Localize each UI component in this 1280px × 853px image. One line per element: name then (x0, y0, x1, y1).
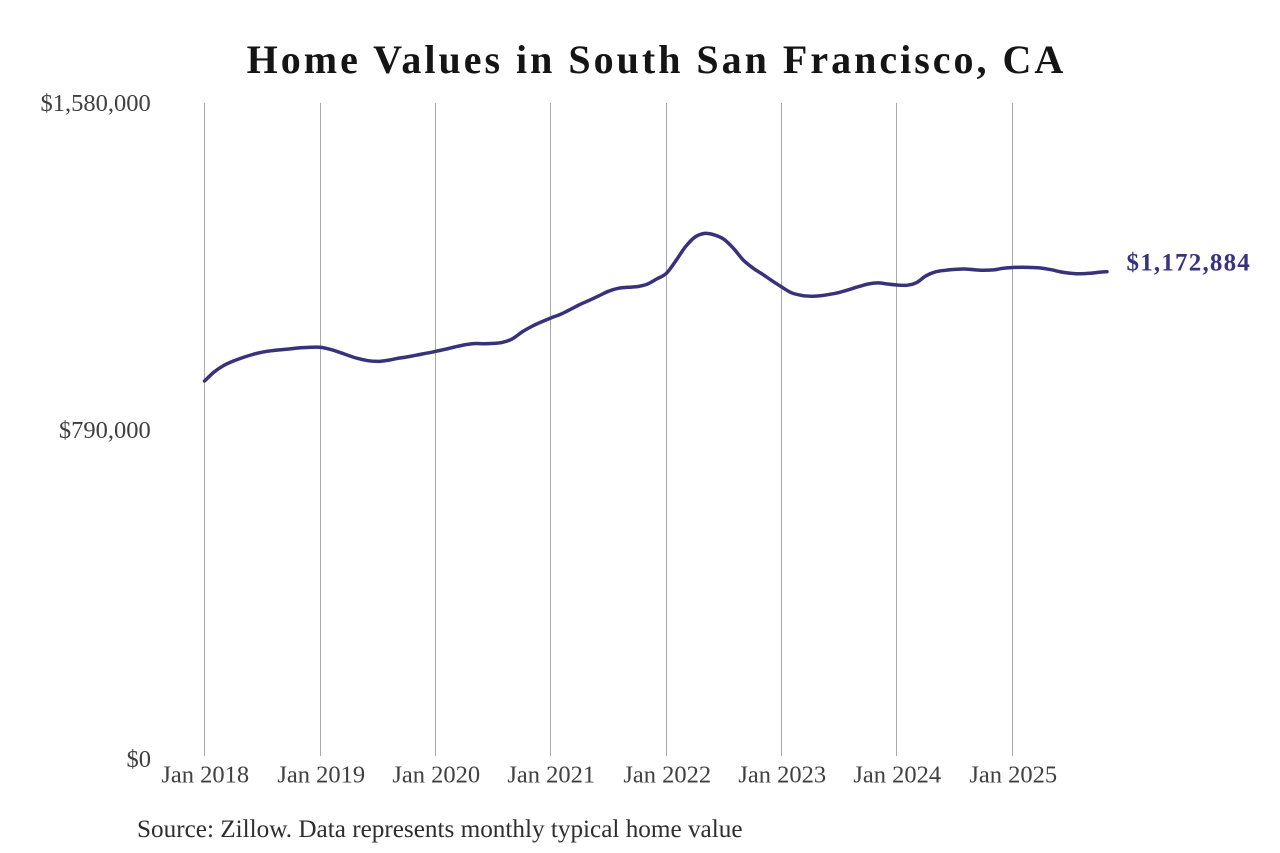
svg-text:Source: Zillow. Data represent: Source: Zillow. Data represents monthly … (137, 816, 743, 843)
svg-text:Home Values in South San Franc: Home Values in South San Francisco, CA (247, 37, 1067, 82)
svg-text:Jan 2021: Jan 2021 (507, 762, 595, 789)
svg-text:Jan 2019: Jan 2019 (277, 762, 365, 789)
svg-text:$790,000: $790,000 (59, 417, 151, 444)
svg-text:$0: $0 (127, 746, 152, 773)
svg-text:$1,172,884: $1,172,884 (1127, 250, 1252, 277)
svg-text:Jan 2022: Jan 2022 (623, 762, 711, 789)
svg-text:Jan 2020: Jan 2020 (392, 762, 480, 789)
svg-text:Jan 2018: Jan 2018 (161, 762, 249, 789)
svg-text:Jan 2024: Jan 2024 (853, 762, 941, 789)
svg-text:Jan 2025: Jan 2025 (969, 762, 1057, 789)
svg-text:Jan 2023: Jan 2023 (738, 762, 826, 789)
svg-text:$1,580,000: $1,580,000 (40, 90, 150, 117)
